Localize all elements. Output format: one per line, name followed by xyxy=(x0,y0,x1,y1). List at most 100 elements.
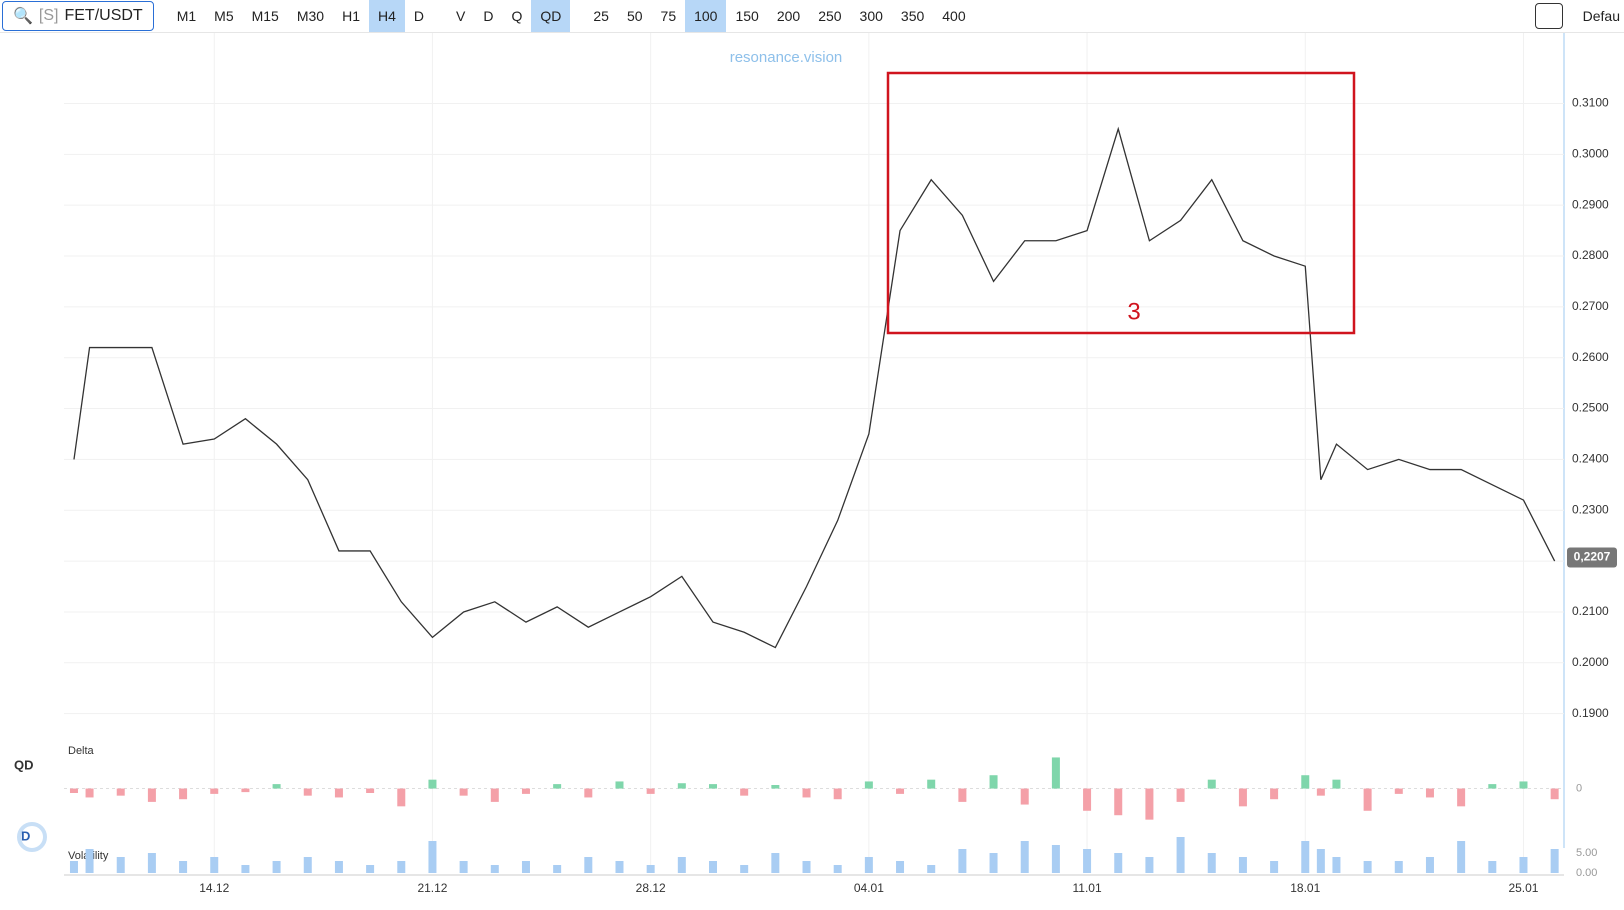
volatility-bar xyxy=(1020,841,1029,873)
delta-bar xyxy=(802,788,811,798)
toolbar-button[interactable]: 150 xyxy=(735,8,759,24)
x-tick-label: 28.12 xyxy=(636,881,666,895)
search-icon: 🔍 xyxy=(13,8,33,25)
toolbar-button[interactable]: D xyxy=(483,8,494,24)
toolbar-button[interactable]: 75 xyxy=(660,8,677,24)
volatility-bar xyxy=(771,853,780,873)
modes: V D Q QD xyxy=(447,0,571,32)
delta-bar xyxy=(116,788,125,796)
y-tick-label: 0 xyxy=(1576,782,1582,794)
volatility-bar xyxy=(958,849,967,873)
volatility-bar xyxy=(303,857,312,873)
delta-bar xyxy=(1176,788,1185,802)
toolbar-button[interactable]: D xyxy=(413,8,425,24)
symbol-prefix: [S] xyxy=(38,7,59,24)
toolbar-button[interactable]: 200 xyxy=(776,8,801,24)
toolbar-button[interactable]: H1 xyxy=(342,8,360,24)
symbol-search[interactable]: 🔍 [S] FET/USDT xyxy=(2,1,154,31)
highlight-box xyxy=(886,71,1356,335)
toolbar-button[interactable]: M30 xyxy=(296,8,325,24)
toolbar-button[interactable]: 25 xyxy=(593,8,609,24)
volatility-bar xyxy=(210,857,219,873)
volatility-bar xyxy=(709,861,718,873)
volatility-bar xyxy=(1332,857,1341,873)
delta-bar xyxy=(740,788,749,796)
watermark: resonance.vision xyxy=(730,49,843,66)
x-tick-label: 04.01 xyxy=(854,881,884,895)
toolbar-button[interactable]: 100 xyxy=(685,0,727,32)
toolbar-button[interactable]: 350 xyxy=(900,8,925,24)
y-tick-label: 0.2800 xyxy=(1572,248,1609,262)
toolbar-button[interactable]: V xyxy=(456,8,466,24)
delta-bar xyxy=(1301,775,1310,789)
delta-bar xyxy=(1145,788,1154,820)
volatility-bar xyxy=(927,865,936,873)
toolbar-button[interactable]: QD xyxy=(531,0,571,32)
toolbar-button[interactable]: 250 xyxy=(818,8,842,24)
y-tick-label: 0.00 xyxy=(1576,867,1597,879)
delta-bar xyxy=(1083,788,1092,811)
x-tick-label: 25.01 xyxy=(1508,881,1538,895)
delta-bar xyxy=(241,788,250,793)
volatility-bar xyxy=(677,857,686,873)
y-tick-label: 0.1900 xyxy=(1572,706,1609,720)
delta-bar xyxy=(958,788,967,802)
y-tick-label: 0.2500 xyxy=(1572,401,1609,415)
volatility-bar xyxy=(1363,861,1372,873)
delta-bar xyxy=(85,788,94,798)
layout-button[interactable] xyxy=(1534,3,1563,29)
delta-bar xyxy=(1270,788,1279,800)
last-price-label: 0,2207 xyxy=(1574,550,1611,564)
delta-bar xyxy=(1238,788,1247,807)
toolbar-button[interactable]: 50 xyxy=(626,8,643,24)
volatility-bar xyxy=(646,865,655,873)
delta-bar xyxy=(1457,788,1466,807)
delta-bar xyxy=(896,788,905,794)
delta-bar xyxy=(771,785,780,789)
delta-bar xyxy=(584,788,593,798)
volatility-bar xyxy=(864,857,873,873)
panel-side-label: D xyxy=(21,828,30,843)
scales: 25 50 75 100 150 200 250 300 350 400 xyxy=(584,0,974,32)
volatility-bar xyxy=(833,865,842,873)
volatility-bar xyxy=(1207,853,1216,873)
delta-bar xyxy=(1114,788,1123,816)
volatility-bar xyxy=(1488,861,1497,873)
panel-label: Delta xyxy=(68,745,95,757)
volatility-bar xyxy=(584,857,593,873)
volatility-bar xyxy=(334,861,343,873)
toolbar: 🔍 [S] FET/USDT M1 M5 M15 M30 H1 H4 D V D Q QD 25 50 7… xyxy=(0,0,1624,33)
delta-bar xyxy=(303,788,312,796)
delta-bar xyxy=(272,784,281,789)
volatility-bar xyxy=(490,865,499,873)
delta-bar xyxy=(210,788,219,794)
toolbar-button[interactable]: M5 xyxy=(214,8,234,24)
volatility-bar xyxy=(521,861,530,873)
volatility-bar xyxy=(85,849,94,873)
volatility-bar xyxy=(740,865,749,873)
timeframes: M1 M5 M15 M30 H1 H4 D xyxy=(168,0,433,32)
panel-icon xyxy=(17,822,47,852)
y-tick-label: 0.3100 xyxy=(1572,96,1609,110)
delta-bar xyxy=(147,788,156,802)
delta-bar xyxy=(1394,788,1403,794)
delta-bar xyxy=(179,788,188,800)
delta-bar xyxy=(709,784,718,789)
delta-bar xyxy=(677,783,686,789)
volatility-bar xyxy=(1176,837,1185,873)
price-line xyxy=(73,126,1556,649)
y-tick-label: 0.2400 xyxy=(1572,452,1609,466)
toolbar-button[interactable]: H4 xyxy=(368,0,405,32)
delta-bar xyxy=(927,779,936,789)
toolbar-button[interactable]: Q xyxy=(511,8,523,24)
delta-bar xyxy=(1020,788,1029,805)
volatility-bar xyxy=(366,865,375,873)
toolbar-button[interactable]: 300 xyxy=(859,8,883,24)
toolbar-button[interactable]: M15 xyxy=(251,8,279,24)
toolbar-button[interactable]: 400 xyxy=(942,8,966,24)
y-tick-label: 0.2000 xyxy=(1572,655,1609,669)
x-tick-label: 14.12 xyxy=(199,881,229,895)
toolbar-button[interactable]: M1 xyxy=(176,8,197,24)
template-label[interactable]: Defau xyxy=(1582,8,1620,24)
volatility-bar xyxy=(1051,845,1060,873)
